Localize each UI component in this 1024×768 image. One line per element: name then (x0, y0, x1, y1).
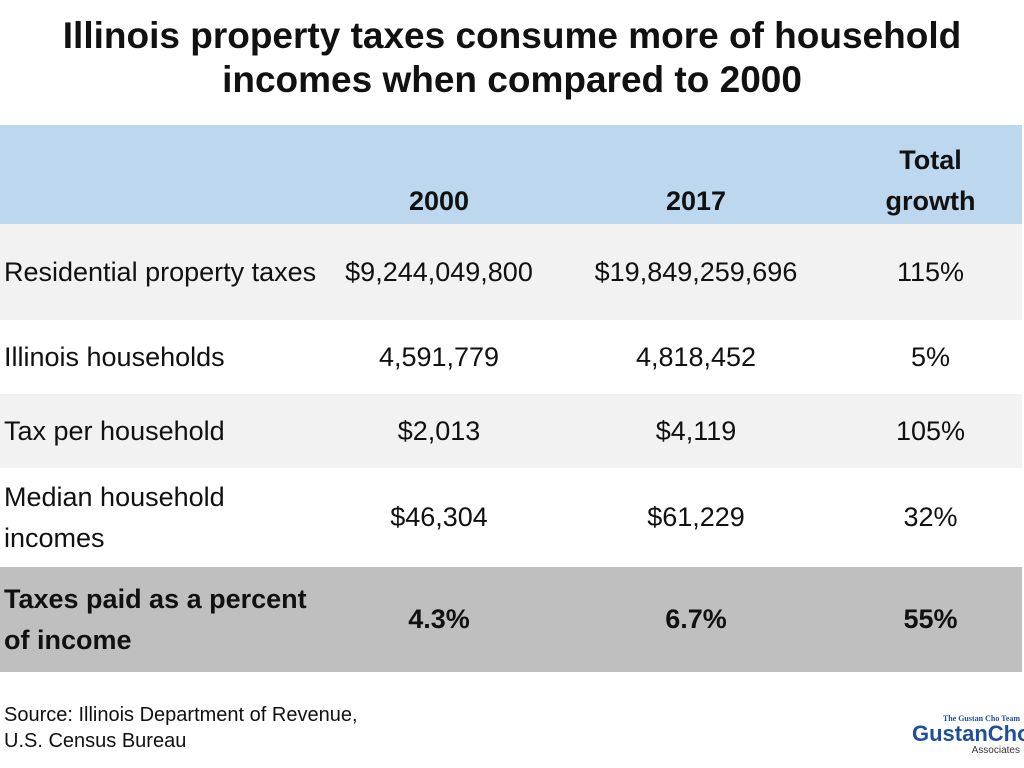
data-table: 2000 2017 Total growth Residential property… (0, 125, 1022, 672)
table-cell: 115% (839, 224, 1022, 320)
table-row: Median household incomes $46,304 $61,229 32… (0, 468, 1022, 567)
source: Source: Illinois Department of Revenue, … (4, 702, 358, 754)
header-cell (0, 125, 325, 224)
table-cell: 6.7% (553, 567, 839, 672)
table-cell: 105% (839, 394, 1022, 468)
title-line: incomes when compared to 2000 (222, 59, 802, 100)
table-cell: $2,013 (325, 394, 553, 468)
source-line: Source: Illinois Department of Revenue, (4, 704, 358, 726)
header-row: 2000 2017 Total growth (0, 125, 1022, 224)
logo-name: GustanCho (912, 721, 1024, 746)
header-cell: 2017 (553, 125, 839, 224)
table-row: Residential property taxes $9,244,049,800… (0, 224, 1022, 320)
table-cell: 55% (839, 567, 1022, 672)
row-label: Tax per household (0, 394, 325, 468)
table-cell: $9,244,049,800 (325, 224, 553, 320)
header-cell: Total growth (839, 125, 1022, 224)
logo: The Gustan Cho Team GustanCho Associates (912, 714, 1024, 756)
table-row: Illinois households 4,591,779 4,818,452 5% (0, 320, 1022, 394)
table-cell: $46,304 (325, 468, 553, 567)
header-text: 2017 (665, 186, 727, 216)
table-cell: 4,591,779 (325, 320, 553, 394)
table-row: Taxes paid as a percent of income 4.3% 6.7… (0, 567, 1022, 672)
row-label: Illinois households (0, 320, 325, 394)
table-cell: 32% (839, 468, 1022, 567)
table-cell: 5% (839, 320, 1022, 394)
source-line: U.S. Census Bureau (4, 730, 187, 752)
header-text: 2000 (408, 186, 470, 216)
table-cell: 4,818,452 (553, 320, 839, 394)
row-label: Median household incomes (0, 468, 325, 567)
logo-tagline: The Gustan Cho Team (942, 714, 1020, 723)
table-row: Tax per household $2,013 $4,119 105% (0, 394, 1022, 468)
row-label: Taxes paid as a percent of income (0, 567, 325, 672)
table-cell: $19,849,259,696 (553, 224, 839, 320)
title-line: Illinois property taxes consume more of … (62, 15, 962, 56)
header-text: Total growth (885, 145, 976, 216)
table-cell: $61,229 (553, 468, 839, 567)
table-cell: 4.3% (325, 567, 553, 672)
table-body: 2000 2017 Total growth Residential property… (0, 125, 1022, 672)
header-cell: 2000 (325, 125, 553, 224)
table-cell: $4,119 (553, 394, 839, 468)
title: Illinois property taxes consume more of … (0, 14, 1024, 102)
row-label: Residential property taxes (0, 224, 325, 320)
logo-sub: Associates (971, 745, 1020, 756)
